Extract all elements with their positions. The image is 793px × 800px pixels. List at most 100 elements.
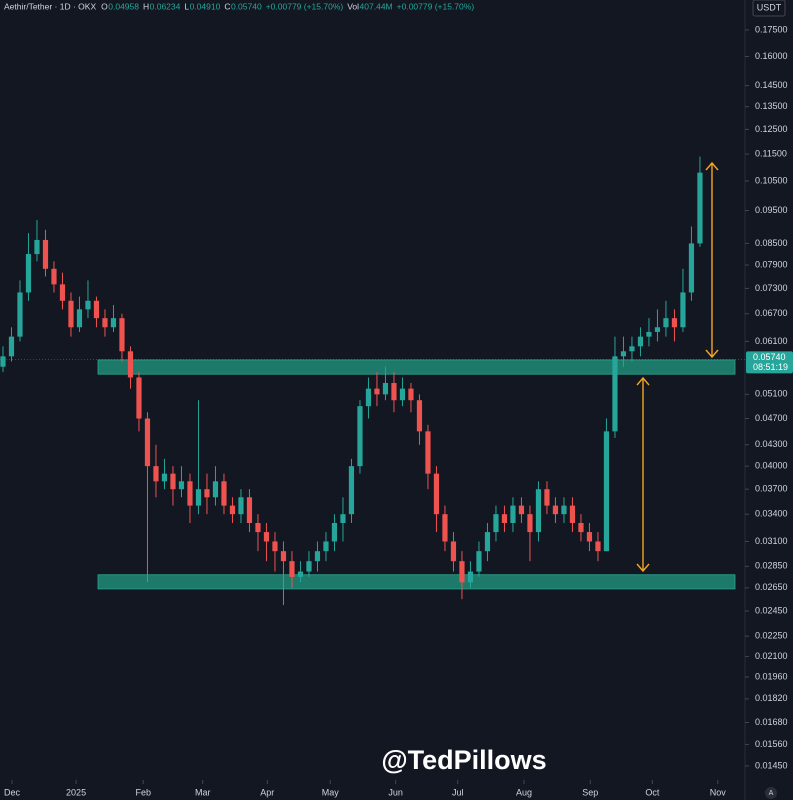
y-tick-label: 0.06100 bbox=[755, 336, 788, 346]
x-tick-label: Sep bbox=[582, 787, 598, 797]
candle-body bbox=[399, 388, 406, 401]
candle-body bbox=[671, 318, 678, 328]
header-text: H bbox=[143, 1, 149, 11]
y-tick-label: 0.12500 bbox=[755, 124, 788, 134]
candle-body bbox=[654, 327, 661, 332]
candle-body bbox=[603, 431, 610, 552]
candle-body bbox=[425, 431, 431, 474]
candle-body bbox=[637, 336, 644, 347]
y-tick-label: 0.06700 bbox=[755, 308, 788, 318]
candle-body bbox=[697, 172, 703, 244]
candle-body bbox=[144, 418, 151, 467]
candle-body bbox=[578, 523, 584, 533]
header-text: +0.00779 (+15.70%) bbox=[397, 1, 475, 11]
candle-body bbox=[297, 571, 304, 577]
candle-body bbox=[357, 406, 363, 467]
header-text: Vol bbox=[347, 1, 359, 11]
candle-body bbox=[34, 239, 40, 255]
auto-button[interactable] bbox=[765, 787, 777, 799]
candle-body bbox=[280, 551, 287, 562]
candle-body bbox=[59, 284, 66, 301]
candle-body bbox=[212, 481, 219, 498]
candle-body bbox=[85, 300, 91, 310]
candle-body bbox=[476, 551, 482, 572]
candle-body bbox=[450, 541, 457, 562]
support-resistance-zone bbox=[97, 359, 736, 375]
header-text: 0.06234 bbox=[150, 1, 181, 11]
candle-body bbox=[25, 254, 32, 293]
y-tick-label: 0.05100 bbox=[755, 389, 788, 399]
candle-body bbox=[493, 514, 499, 533]
y-tick-label: 0.04000 bbox=[755, 461, 788, 471]
candle-body bbox=[161, 473, 168, 482]
candle-body bbox=[229, 505, 236, 515]
candle-body bbox=[484, 532, 491, 552]
candle-body bbox=[178, 481, 185, 490]
candle-body bbox=[467, 571, 474, 583]
x-tick-label: Mar bbox=[195, 787, 211, 797]
header-text: 0.05740 bbox=[231, 1, 262, 11]
candle-body bbox=[561, 505, 567, 515]
candle-body bbox=[340, 514, 346, 524]
candle-body bbox=[93, 300, 100, 319]
candle-body bbox=[382, 382, 389, 395]
candle-body bbox=[119, 318, 125, 352]
x-tick-label: Nov bbox=[710, 787, 727, 797]
countdown-label: 08:51:19 bbox=[753, 362, 788, 372]
y-tick-label: 0.09500 bbox=[755, 205, 788, 215]
header-text: Aethir/Tether · 1D · OKX bbox=[4, 1, 96, 11]
candle-body bbox=[204, 489, 210, 498]
header-text: 407.44M bbox=[360, 1, 393, 11]
y-tick-label: 0.01560 bbox=[755, 739, 788, 749]
y-tick-label: 0.01960 bbox=[755, 671, 788, 681]
candle-body bbox=[187, 481, 193, 506]
x-tick-label: May bbox=[322, 787, 340, 797]
y-tick-label: 0.13500 bbox=[755, 101, 788, 111]
candle-body bbox=[323, 541, 329, 552]
candle-body bbox=[314, 551, 321, 562]
candle-body bbox=[221, 481, 227, 506]
currency-button[interactable] bbox=[752, 0, 786, 17]
candle-body bbox=[535, 489, 542, 533]
candle-body bbox=[170, 473, 176, 490]
x-tick-label: 2025 bbox=[66, 787, 86, 797]
auto-button-label[interactable]: A bbox=[769, 790, 774, 797]
candle-body bbox=[8, 336, 15, 357]
y-tick-label: 0.02100 bbox=[755, 651, 788, 661]
candle-body bbox=[272, 541, 278, 552]
x-tick-label: Apr bbox=[260, 787, 274, 797]
arrow-head bbox=[636, 563, 650, 573]
candle-body bbox=[76, 309, 83, 328]
x-tick-label: Dec bbox=[4, 787, 21, 797]
y-tick-label: 0.07300 bbox=[755, 283, 788, 293]
candle-body bbox=[552, 505, 559, 515]
y-tick-label: 0.17500 bbox=[755, 24, 788, 34]
candle-body bbox=[348, 466, 355, 515]
y-tick-label: 0.02650 bbox=[755, 582, 788, 592]
arrow-head bbox=[705, 161, 719, 171]
y-tick-label: 0.16000 bbox=[755, 51, 788, 61]
y-tick-label: 0.10500 bbox=[755, 175, 788, 185]
candle-body bbox=[68, 300, 74, 328]
y-tick-label: 0.04700 bbox=[755, 413, 788, 423]
x-tick-label: Aug bbox=[516, 787, 532, 797]
candle-body bbox=[595, 541, 601, 552]
candle-body bbox=[110, 318, 117, 328]
candle-body bbox=[586, 532, 593, 542]
y-tick-label: 0.01680 bbox=[755, 717, 788, 727]
header-text: 0.04958 bbox=[108, 1, 139, 11]
x-tick-label: Jul bbox=[452, 787, 464, 797]
candle-body bbox=[646, 331, 652, 337]
candle-body bbox=[442, 514, 448, 542]
price-tag-label: 0.05740 bbox=[753, 352, 786, 362]
candle-body bbox=[612, 356, 618, 432]
candle-body bbox=[127, 351, 134, 378]
y-tick-label: 0.03700 bbox=[755, 484, 788, 494]
support-resistance-zone bbox=[97, 574, 736, 590]
currency-button-label[interactable]: USDT bbox=[757, 2, 782, 12]
arrow-head bbox=[636, 376, 650, 386]
candle-body bbox=[263, 532, 270, 542]
candle-body bbox=[510, 505, 516, 524]
candle-body bbox=[374, 388, 380, 395]
candle-body bbox=[680, 292, 686, 328]
